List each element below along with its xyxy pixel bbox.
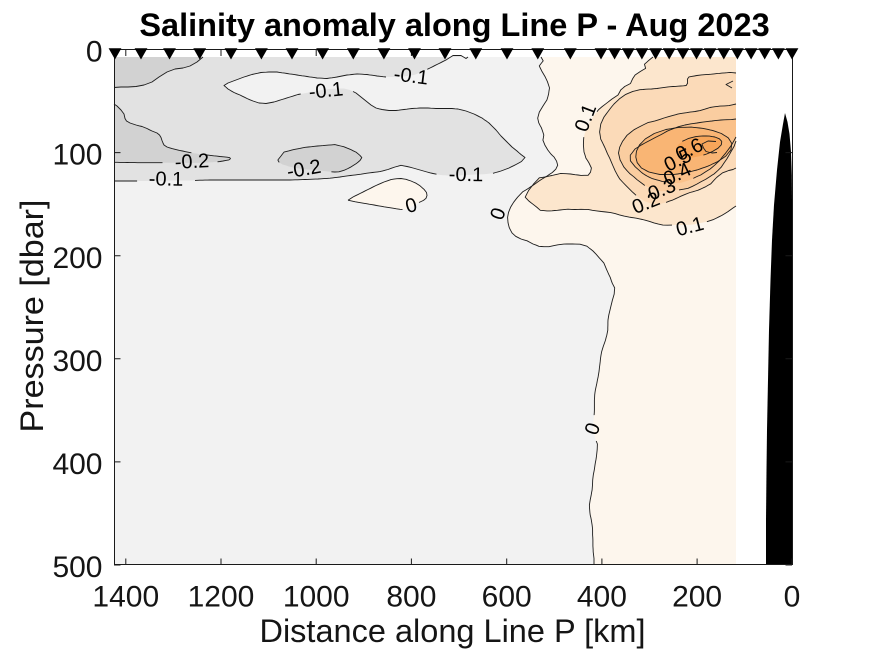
svg-text:300: 300 [52,345,102,378]
svg-text:1200: 1200 [188,580,255,613]
svg-text:0: 0 [403,194,419,218]
svg-text:Pressure [dbar]: Pressure [dbar] [14,200,50,433]
svg-text:200: 200 [672,580,722,613]
svg-text:500: 500 [52,551,102,584]
svg-text:-0.1: -0.1 [393,63,430,89]
svg-text:-0.2: -0.2 [174,150,210,174]
svg-text:400: 400 [52,448,102,481]
svg-text:-0.1: -0.1 [308,78,345,103]
svg-text:0: 0 [784,580,801,613]
svg-text:Salinity anomaly along Line P: Salinity anomaly along Line P - Aug 2023 [139,7,769,43]
svg-text:200: 200 [52,242,102,275]
svg-text:400: 400 [577,580,627,613]
svg-text:-0.1: -0.1 [449,164,484,187]
svg-text:800: 800 [386,580,436,613]
svg-text:100: 100 [52,139,102,172]
svg-text:1400: 1400 [92,580,159,613]
svg-text:1000: 1000 [283,580,350,613]
svg-text:Distance along Line P [km]: Distance along Line P [km] [259,613,645,649]
svg-text:-0.1: -0.1 [149,168,184,191]
svg-text:0: 0 [86,36,103,69]
svg-text:600: 600 [482,580,532,613]
